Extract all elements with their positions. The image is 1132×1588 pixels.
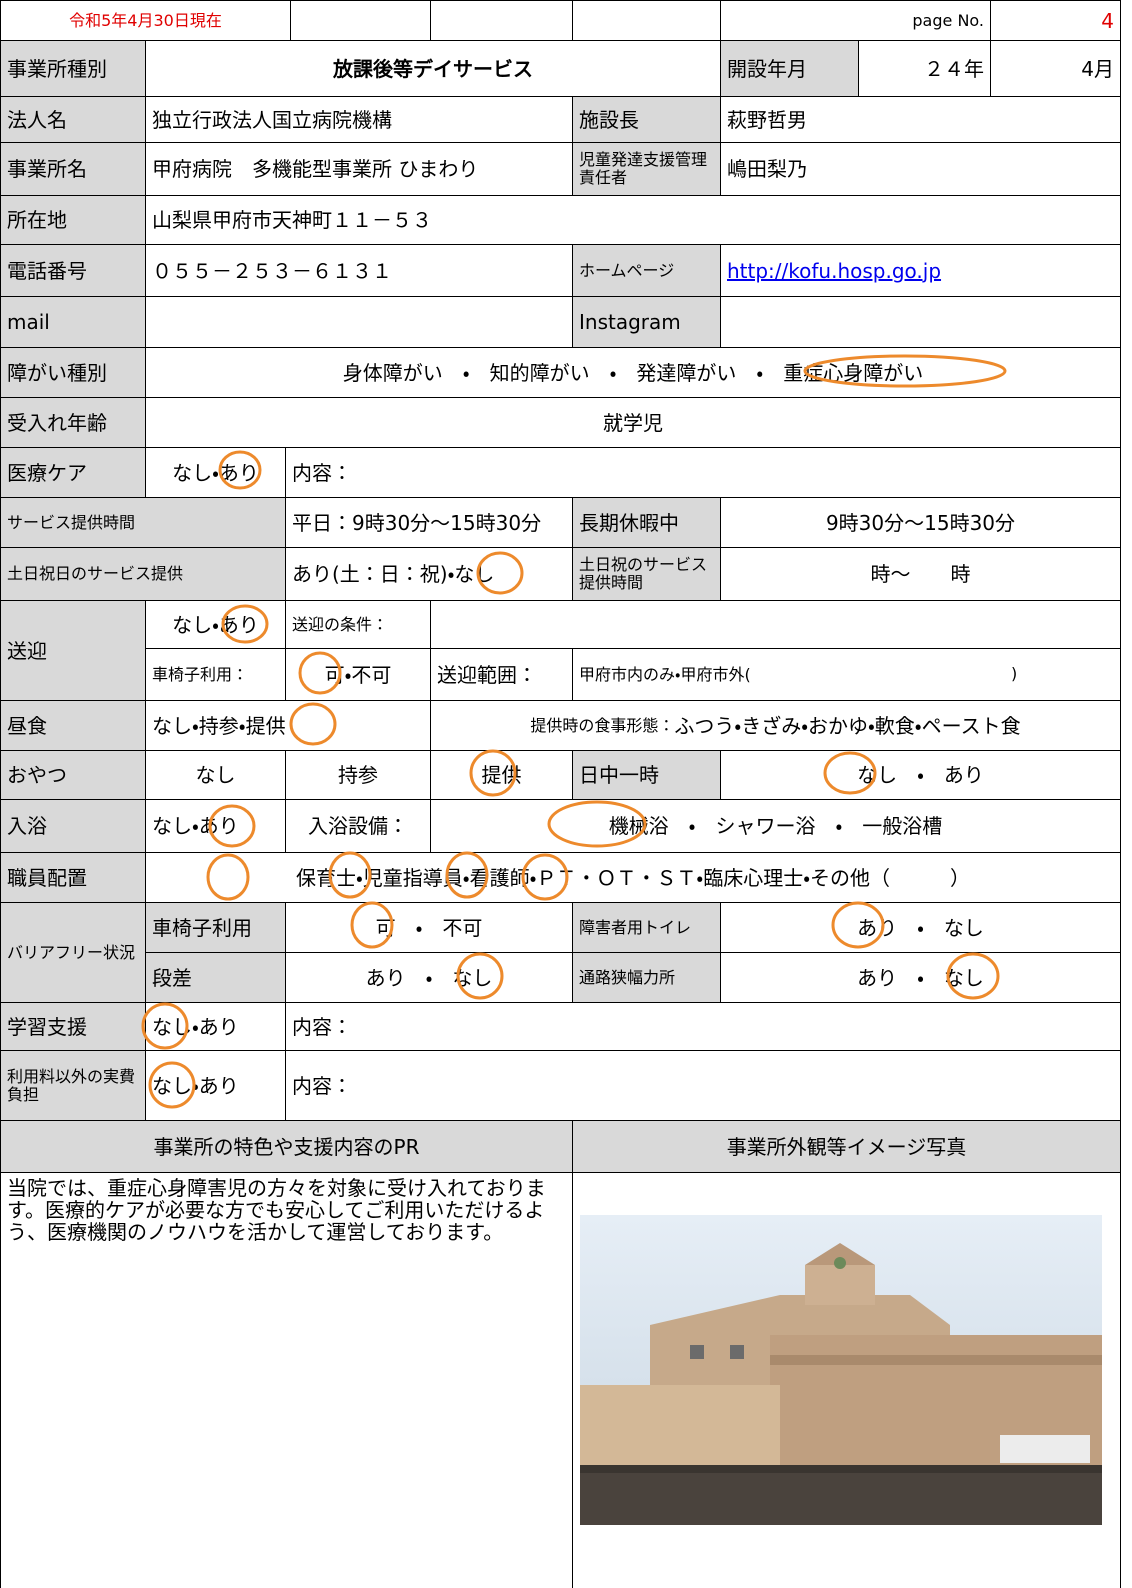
homepage-label: ホームページ — [572, 244, 721, 297]
transport-label: 送迎 — [0, 600, 146, 701]
weekend-hours: 時～ 時 — [720, 547, 1121, 601]
barrier-free-narrow: あり ・ なし — [720, 952, 1121, 1003]
staff-value: 保育士・児童指導員・看護師・ＰＴ・ＯＴ・ＳＴ・臨床心理士・その他（ ） — [145, 852, 1121, 903]
transport-options: なし・あり — [145, 600, 286, 649]
learning-detail-label: 内容： — [285, 1002, 1121, 1051]
staff-label: 職員配置 — [0, 852, 146, 903]
director-label: 施設長 — [572, 96, 721, 143]
learning-options: なし・あり — [145, 1002, 286, 1051]
expenses-detail-label: 内容： — [285, 1050, 1121, 1121]
opened-month: 4月 — [990, 40, 1121, 97]
header-page-label: page No. — [720, 0, 991, 41]
manager-value: 嶋田梨乃 — [720, 142, 1121, 196]
disability-value: 身体障がい ・ 知的障がい ・ 発達障がい ・ 重症心身障がい — [145, 347, 1121, 398]
snack-bring: 持参 — [285, 750, 431, 800]
header-page-number: 4 — [990, 0, 1121, 41]
instagram-label: Instagram — [572, 296, 721, 348]
weekend-options: あり(土：日：祝)・なし — [285, 547, 573, 601]
transport-wheelchair: 可・不可 — [285, 648, 431, 701]
weekend-label: 土日祝日のサービス提供 — [0, 547, 286, 601]
lunch-options: なし・持参・提供 — [145, 700, 431, 751]
lunch-label: 昼食 — [0, 700, 146, 751]
range-close: ) — [1011, 664, 1018, 684]
opened-label: 開設年月 — [720, 40, 859, 97]
weekend-hours-label: 土日祝のサービス提供時間 — [572, 547, 721, 601]
business-type-label: 事業所種別 — [0, 40, 146, 97]
bath-equipment-label: 入浴設備： — [285, 799, 431, 853]
office-name-label: 事業所名 — [0, 142, 146, 196]
snack-label: おやつ — [0, 750, 146, 800]
snack-none: なし — [145, 750, 286, 800]
barrier-free-narrow-label: 通路狭幅力所 — [572, 952, 721, 1003]
mail-label: mail — [0, 296, 146, 348]
empty-cell: 提供時の食事形態： ふつう・きざみ・おかゆ・軟食・ペースト食 — [430, 700, 1121, 751]
barrier-free-step-label: 段差 — [145, 952, 286, 1003]
age-value: 就学児 — [145, 397, 1121, 448]
office-name-value: 甲府病院 多機能型事業所 ひまわり — [145, 142, 573, 196]
empty-cell — [430, 600, 1121, 649]
address-value: 山梨県甲府市天神町１１－５３ — [145, 195, 1121, 245]
empty-cell — [720, 296, 1121, 348]
transport-range-label: 送迎範囲： — [430, 648, 573, 701]
snack-provide: 提供 — [430, 750, 573, 800]
expenses-label: 利用料以外の実費負担 — [0, 1050, 146, 1121]
service-hours-weekday: 平日：9時30分～15時30分 — [285, 497, 573, 548]
manager-label: 児童発達支援管理責任者 — [572, 142, 721, 196]
empty-cell — [145, 296, 573, 348]
bath-label: 入浴 — [0, 799, 146, 853]
lunch-form-label: 提供時の食事形態： — [530, 715, 675, 735]
facility-photo — [580, 1215, 1102, 1525]
service-hours-holiday-label: 長期休暇中 — [572, 497, 721, 548]
medical-care-label: 医療ケア — [0, 447, 146, 498]
corporation-label: 法人名 — [0, 96, 146, 143]
disability-label: 障がい種別 — [0, 347, 146, 398]
address-label: 所在地 — [0, 195, 146, 245]
photo-title: 事業所外観等イメージ写真 — [572, 1120, 1121, 1173]
learning-label: 学習支援 — [0, 1002, 146, 1051]
opened-year: ２４年 — [858, 40, 991, 97]
empty-cell — [572, 1172, 1121, 1588]
barrier-free-label: バリアフリー状況 — [0, 902, 146, 1003]
business-type-value: 放課後等デイサービス — [145, 40, 721, 97]
service-hours-holiday: 9時30分～15時30分 — [720, 497, 1121, 548]
director-value: 萩野哲男 — [720, 96, 1121, 143]
lunch-form: ふつう・きざみ・おかゆ・軟食・ペースト食 — [674, 713, 1021, 738]
pr-title: 事業所の特色や支援内容のPR — [0, 1120, 573, 1173]
barrier-free-wheelchair: 可 ・ 不可 — [285, 902, 573, 953]
transport-wheelchair-label: 車椅子利用： — [145, 648, 286, 701]
age-label: 受入れ年齢 — [0, 397, 146, 448]
empty-cell — [290, 0, 431, 41]
empty-cell — [430, 0, 573, 41]
snack-temp: なし ・ あり — [720, 750, 1121, 800]
medical-care-detail-label: 内容： — [285, 447, 1121, 498]
barrier-free-wheelchair-label: 車椅子利用 — [145, 902, 286, 953]
medical-care-options: なし・あり — [145, 447, 286, 498]
bath-equipment: 機械浴 ・ シャワー浴 ・ 一般浴槽 — [430, 799, 1121, 853]
empty-cell — [572, 0, 721, 41]
service-hours-label: サービス提供時間 — [0, 497, 286, 548]
homepage-value: http://kofu.hosp.go.jp — [720, 244, 1121, 297]
phone-value: ０５５－２５３－６１３１ — [145, 244, 573, 297]
corporation-value: 独立行政法人国立病院機構 — [145, 96, 573, 143]
snack-temp-label: 日中一時 — [572, 750, 721, 800]
bath-options: なし・あり — [145, 799, 286, 853]
header-as-of: 令和5年4月30日現在 — [0, 0, 291, 41]
barrier-free-step: あり ・ なし — [285, 952, 573, 1003]
phone-label: 電話番号 — [0, 244, 146, 297]
barrier-free-toilet-label: 障害者用トイレ — [572, 902, 721, 953]
transport-condition-label: 送迎の条件： — [285, 600, 431, 649]
expenses-options: なし・あり — [145, 1050, 286, 1121]
transport-range: 甲府市内のみ・甲府市外( — [572, 648, 1121, 701]
pr-text: 当院では、重症心身障害児の方々を対象に受け入れております。医療的ケアが必要な方で… — [0, 1172, 573, 1588]
barrier-free-toilet: あり ・ なし — [720, 902, 1121, 953]
